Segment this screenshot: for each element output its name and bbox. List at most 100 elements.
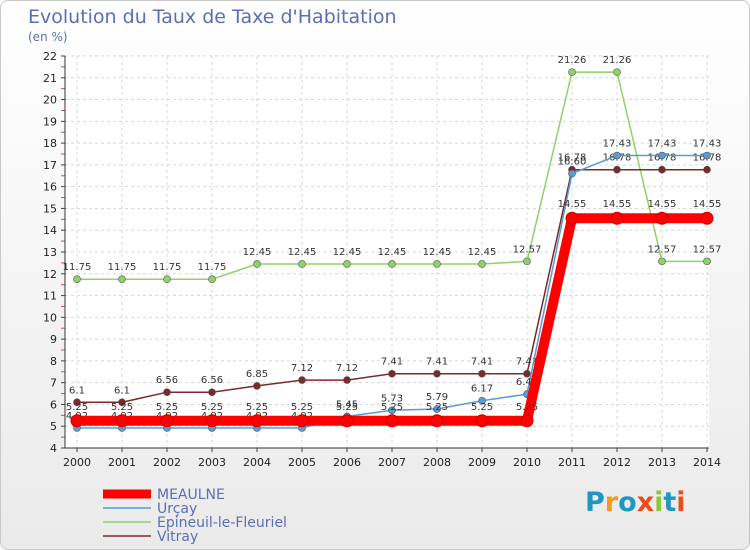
chart-title: Evolution du Taux de Taxe d'Habitation — [28, 6, 397, 28]
data-label: 16.60 — [558, 157, 587, 168]
data-point — [658, 257, 666, 266]
data-point — [658, 165, 666, 174]
series-epineuil-le-fleuriel: 11.75 11.75 11.75 11.75 12.45 12.45 12.45 12.45… — [63, 55, 722, 284]
data-label: 17.43 — [603, 139, 632, 150]
data-point — [478, 396, 486, 405]
unit-label: (en %) — [28, 30, 68, 44]
data-label: 17.43 — [693, 139, 722, 150]
y-tick-label: 19 — [43, 115, 57, 128]
y-tick-label: 5 — [50, 420, 57, 433]
data-label: 6.17 — [471, 384, 493, 395]
data-label: 5.25 — [426, 402, 448, 413]
data-label: 12.45 — [288, 247, 317, 258]
data-label: 12.45 — [333, 247, 362, 258]
data-point — [388, 406, 396, 415]
data-label: 5.25 — [111, 402, 133, 413]
data-label: 5.25 — [201, 402, 223, 413]
data-point — [478, 369, 486, 378]
data-label: 5.25 — [291, 402, 313, 413]
data-point — [253, 260, 261, 268]
data-point — [208, 275, 216, 284]
data-label: 12.45 — [423, 247, 452, 258]
data-label: 7.12 — [291, 363, 313, 374]
x-tick-label: 2000 — [63, 456, 91, 469]
x-tick-label: 2008 — [423, 456, 451, 469]
data-point — [568, 169, 576, 178]
data-label: 6.56 — [201, 375, 223, 386]
y-tick-label: 18 — [43, 137, 57, 150]
series-meaulne: 5.25 5.25 5.25 5.25 5.25 5.25 5.25 5.25 5.25 5.25… — [66, 199, 722, 428]
logo-letter: o — [618, 487, 637, 518]
data-label: 12.45 — [378, 247, 407, 258]
y-tick-label: 13 — [43, 246, 57, 259]
logo-letter: i — [676, 487, 686, 518]
data-label: 12.57 — [648, 244, 677, 255]
data-point — [385, 414, 399, 428]
data-label: 6.47 — [516, 377, 538, 388]
data-point — [475, 414, 489, 428]
logo-letter: P — [585, 487, 605, 518]
data-label: 5.25 — [336, 402, 358, 413]
data-label: 14.55 — [603, 199, 632, 210]
data-point — [160, 414, 174, 428]
x-tick-label: 2004 — [243, 456, 271, 469]
legend-label: Epineuil-le-Fleuriel — [157, 515, 287, 531]
data-point — [655, 211, 669, 225]
data-point — [208, 388, 216, 397]
data-label: 7.41 — [516, 357, 538, 368]
data-label: 5.25 — [66, 402, 88, 413]
data-point — [613, 68, 621, 76]
data-point — [613, 165, 621, 174]
data-label: 7.41 — [471, 357, 493, 368]
data-point — [205, 414, 219, 428]
data-point — [658, 151, 666, 160]
data-point — [250, 414, 264, 428]
x-tick-label: 2011 — [558, 456, 586, 469]
x-tick-label: 2005 — [288, 456, 316, 469]
data-label: 12.57 — [513, 244, 542, 255]
logo-letter: x — [636, 487, 655, 518]
data-point — [703, 165, 711, 174]
data-point — [703, 257, 711, 266]
data-point — [73, 398, 81, 407]
data-point — [340, 414, 354, 428]
y-tick-label: 22 — [43, 50, 57, 63]
data-label: 17.43 — [648, 139, 677, 150]
data-point — [433, 405, 441, 413]
logo-letter: r — [604, 487, 619, 518]
data-label: 5.79 — [426, 392, 448, 403]
data-point — [523, 369, 531, 378]
data-label: 5.45 — [336, 399, 358, 410]
data-label: 5.25 — [156, 402, 178, 413]
x-tick-label: 2006 — [333, 456, 361, 469]
data-label: 5.25 — [246, 402, 268, 413]
data-point — [253, 382, 261, 390]
data-label: 16.78 — [558, 153, 587, 164]
logo-letter: t — [663, 487, 677, 518]
data-label: 7.41 — [381, 357, 403, 368]
x-tick-label: 2002 — [153, 456, 181, 469]
data-label: 12.57 — [693, 244, 722, 255]
data-point — [115, 414, 129, 428]
data-point — [700, 211, 714, 225]
data-point — [388, 369, 396, 378]
data-label: 14.55 — [693, 199, 722, 210]
data-point — [70, 414, 84, 428]
data-point — [343, 376, 351, 384]
data-label: 6.1 — [114, 385, 130, 396]
y-tick-label: 21 — [43, 72, 57, 85]
data-point — [163, 388, 171, 397]
data-point — [118, 398, 126, 407]
x-tick-label: 2003 — [198, 456, 226, 469]
data-point — [343, 260, 351, 268]
data-point — [520, 414, 534, 428]
data-point — [613, 151, 621, 160]
data-point — [703, 151, 711, 160]
y-tick-label: 7 — [50, 377, 57, 390]
logo-letter: i — [654, 487, 664, 518]
x-tick-label: 2013 — [648, 456, 676, 469]
y-tick-label: 20 — [43, 94, 57, 107]
data-label: 6.1 — [69, 385, 85, 396]
